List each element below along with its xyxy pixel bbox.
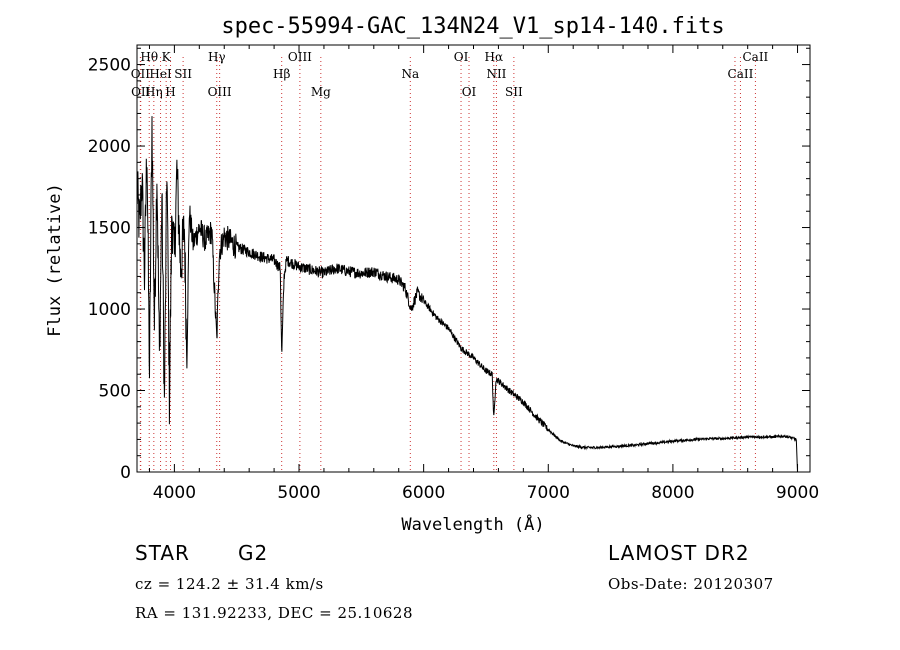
line-label: K bbox=[162, 50, 172, 64]
line-label: OIII bbox=[208, 85, 232, 99]
spectral-line-markers bbox=[139, 57, 756, 472]
line-label: OIII bbox=[288, 50, 312, 64]
y-tick-label: 2500 bbox=[88, 56, 131, 76]
x-tick-label: 5000 bbox=[277, 483, 320, 503]
line-label: Hβ bbox=[273, 67, 290, 81]
line-label: NII bbox=[486, 67, 506, 81]
line-label: Hθ bbox=[140, 50, 158, 64]
x-axis-ticks: 4000 5000 6000 7000 8000 9000 bbox=[148, 45, 819, 503]
line-label: Mg bbox=[311, 85, 331, 99]
y-axis-ticks: 0 500 1000 1500 2000 2500 bbox=[88, 47, 810, 483]
object-class: STAR bbox=[135, 541, 190, 565]
line-label: SII bbox=[505, 85, 523, 99]
line-label: CaII bbox=[742, 50, 768, 64]
line-label: Hγ bbox=[208, 50, 226, 64]
line-label: Hα bbox=[485, 50, 504, 64]
redshift-readout: cz = 124.2 ± 31.4 km/s bbox=[135, 575, 324, 593]
plot-frame bbox=[136, 44, 811, 473]
survey-name: LAMOST DR2 bbox=[608, 541, 750, 565]
line-label: H bbox=[165, 85, 175, 99]
object-subclass: G2 bbox=[238, 541, 269, 565]
y-tick-label: 0 bbox=[120, 463, 131, 483]
line-label: Na bbox=[401, 67, 419, 81]
coordinates: RA = 131.92233, DEC = 25.10628 bbox=[135, 604, 414, 622]
obs-date: Obs-Date: 20120307 bbox=[608, 575, 774, 593]
y-tick-label: 1500 bbox=[88, 219, 131, 239]
y-axis-label: Flux (relative) bbox=[45, 183, 65, 337]
line-label: OI bbox=[462, 85, 477, 99]
y-tick-label: 500 bbox=[99, 382, 131, 402]
line-label: CaII bbox=[728, 67, 754, 81]
x-tick-label: 9000 bbox=[776, 483, 819, 503]
line-label: OI bbox=[454, 50, 469, 64]
x-tick-label: 8000 bbox=[651, 483, 694, 503]
y-tick-label: 2000 bbox=[88, 137, 131, 157]
line-label: SII bbox=[174, 67, 192, 81]
x-tick-label: 4000 bbox=[153, 483, 196, 503]
y-tick-label: 1000 bbox=[88, 300, 131, 320]
x-axis-label: Wavelength (Å) bbox=[401, 513, 544, 535]
chart-title: spec-55994-GAC_134N24_V1_sp14-140.fits bbox=[221, 14, 724, 39]
line-label: HeI bbox=[149, 67, 172, 81]
x-tick-label: 7000 bbox=[527, 483, 570, 503]
spectrum-line bbox=[136, 116, 798, 473]
line-label: Hη bbox=[145, 85, 163, 99]
x-tick-label: 6000 bbox=[402, 483, 445, 503]
line-label: OII bbox=[131, 85, 151, 99]
line-label: OII bbox=[131, 67, 151, 81]
